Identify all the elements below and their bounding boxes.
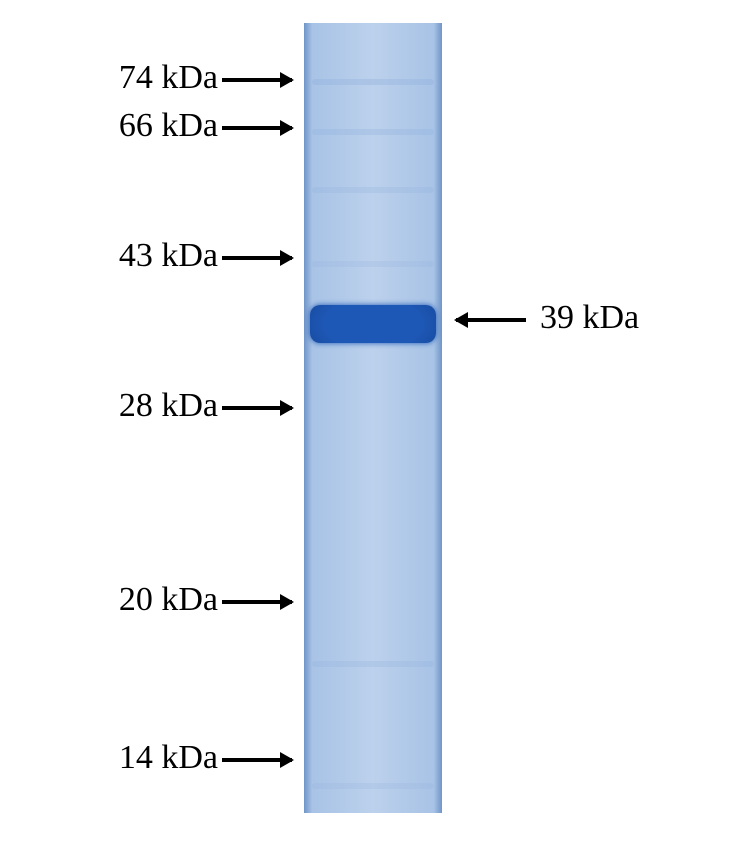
marker-arrow-icon: [222, 400, 292, 416]
target-label: 39 kDa: [540, 299, 639, 337]
target-arrow-icon: [456, 312, 526, 328]
marker-label: 74 kDa: [119, 59, 218, 97]
band-main: [310, 305, 436, 343]
marker-label: 43 kDa: [119, 237, 218, 275]
band-m74: [312, 79, 434, 85]
marker-arrow-icon: [222, 250, 292, 266]
marker-label: 66 kDa: [119, 107, 218, 145]
lane-background: [304, 23, 442, 813]
band-m43: [312, 261, 434, 267]
band-m20b: [312, 661, 434, 667]
marker-label: 14 kDa: [119, 739, 218, 777]
marker-arrow-icon: [222, 752, 292, 768]
band-m66: [312, 129, 434, 135]
band-m14b: [312, 783, 434, 789]
marker-arrow-icon: [222, 594, 292, 610]
marker-label: 20 kDa: [119, 581, 218, 619]
band-m55: [312, 187, 434, 193]
marker-arrow-icon: [222, 72, 292, 88]
gel-lane: [304, 23, 442, 813]
marker-label: 28 kDa: [119, 387, 218, 425]
marker-arrow-icon: [222, 120, 292, 136]
